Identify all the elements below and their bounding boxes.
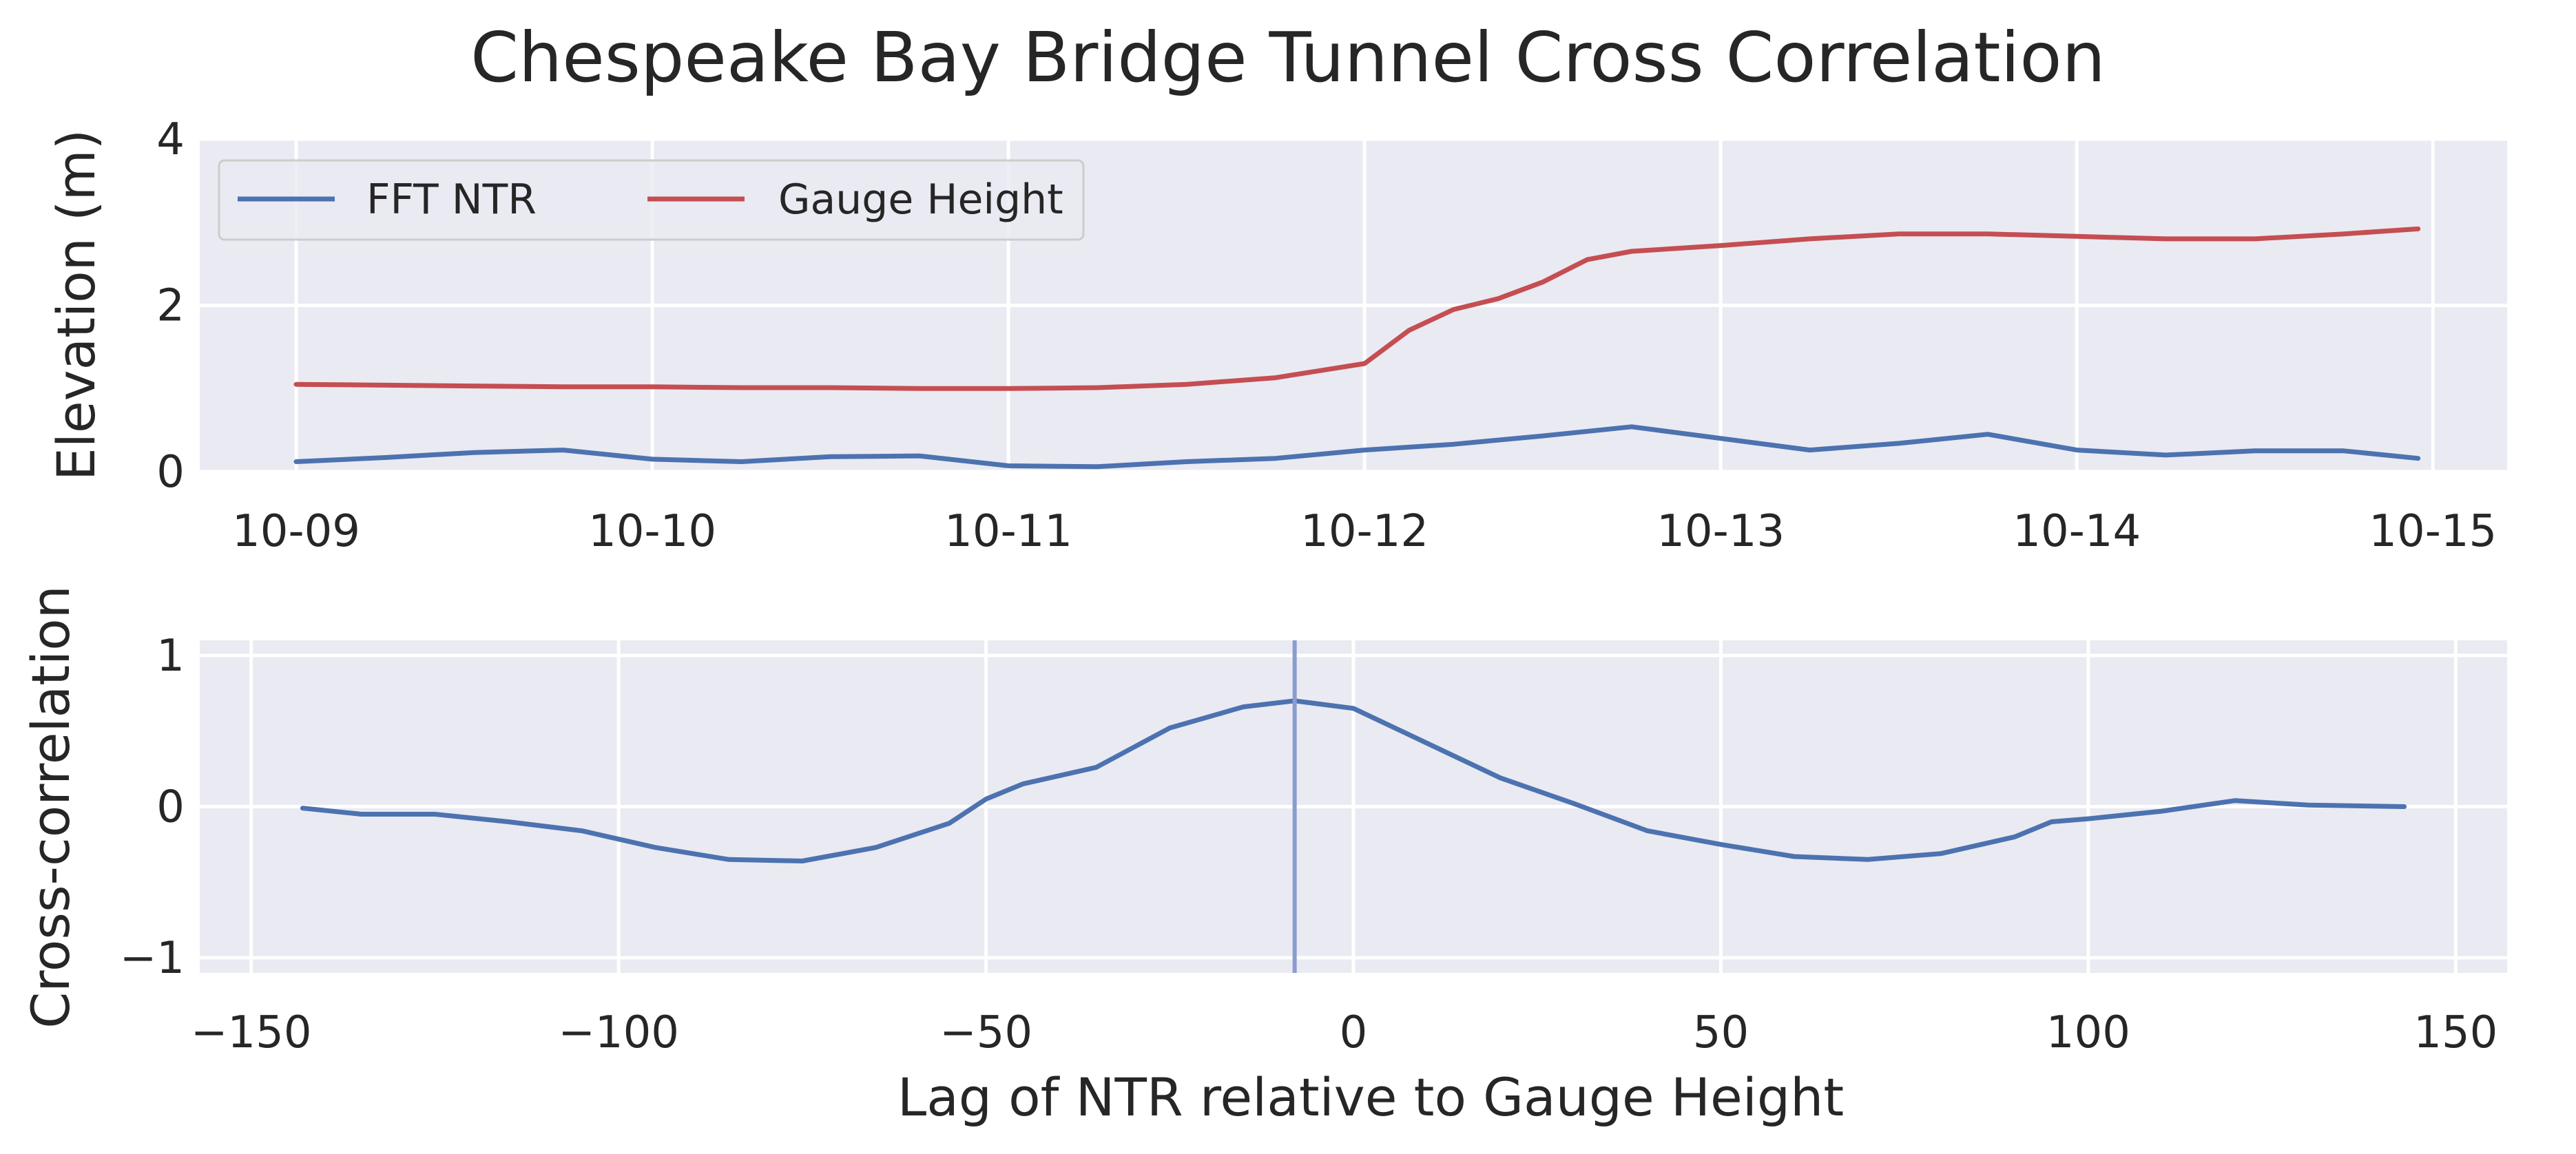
cross-correlation-y-axis-label: Cross-correlation	[20, 585, 81, 1029]
x-tick-label: 10-11	[944, 506, 1072, 557]
y-tick-label: 4	[156, 114, 185, 165]
x-tick-label: 0	[1340, 1007, 1368, 1058]
x-tick-label: 10-15	[2369, 506, 2497, 557]
x-tick-label: 150	[2413, 1007, 2497, 1058]
elevation-series	[293, 226, 2421, 470]
x-tick-label: 10-13	[1656, 506, 1785, 557]
cross-correlation-y-ticks: −1 0 1	[120, 631, 185, 984]
elevation-x-ticks: 10-09 10-10 10-11 10-12 10-13 10-14 10-15	[232, 506, 2497, 557]
y-tick-label: 0	[156, 782, 185, 833]
elevation-y-axis-label: Elevation (m)	[45, 129, 107, 481]
x-tick-label: 50	[1693, 1007, 1749, 1058]
x-tick-label: −150	[191, 1007, 312, 1058]
y-tick-label: 0	[156, 447, 185, 498]
elevation-y-ticks: 0 2 4	[156, 114, 185, 498]
cross-correlation-x-ticks: −150 −100 −50 0 50 100 150	[191, 1007, 2498, 1058]
cross-correlation-x-axis-label: Lag of NTR relative to Gauge Height	[897, 1067, 1844, 1128]
cross-correlation-series	[300, 698, 2407, 863]
cross-correlation-panel: −150 −100 −50 0 50 100 150 −1 0 1 Cross-correlat…	[20, 585, 2507, 1128]
x-tick-label: 10-14	[2013, 506, 2141, 557]
y-tick-label: 2	[156, 281, 185, 332]
elevation-panel: 10-09 10-10 10-11 10-12 10-13 10-14 10-15 024 …	[45, 114, 2507, 557]
cross-correlation-line	[300, 698, 2407, 863]
legend-label-gauge-height: Gauge Height	[778, 176, 1063, 224]
x-tick-label: 10-12	[1300, 506, 1429, 557]
legend: FFT NTR Gauge Height	[218, 159, 1085, 241]
x-tick-label: 10-10	[588, 506, 716, 557]
fft-ntr-line	[293, 424, 2421, 470]
y-tick-label: 1	[156, 631, 185, 682]
y-tick-label: −1	[120, 933, 185, 984]
gauge-height-line	[293, 226, 2421, 391]
cross-correlation-grid	[200, 640, 2507, 973]
x-tick-label: −100	[558, 1007, 679, 1058]
legend-label-fft-ntr: FFT NTR	[366, 176, 537, 224]
x-tick-label: 100	[2046, 1007, 2130, 1058]
figure-title: Chespeake Bay Bridge Tunnel Cross Correl…	[470, 17, 2106, 98]
x-tick-label: −50	[939, 1007, 1032, 1058]
x-tick-label: 10-09	[232, 506, 360, 557]
